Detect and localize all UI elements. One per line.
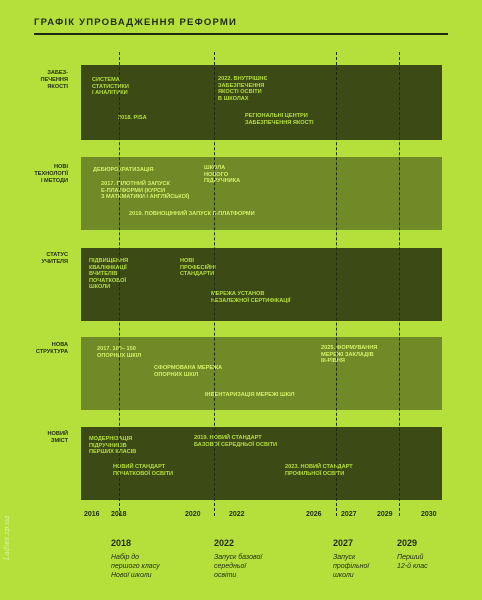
item-school-network-inventory: ІНВЕНТАРИЗАЦІЯ МЕРЕЖІ ШКІЛ <box>205 392 295 398</box>
axis-year-2016: 2016 <box>84 511 100 518</box>
gridline-2027 <box>336 52 337 516</box>
gridline-2022 <box>214 52 215 516</box>
item-statistics-analytics: СИСТЕМА СТАТИСТИКИ І АНАЛІТИКИ <box>92 77 129 97</box>
row-label-technologies: НОВІ ТЕХНОЛОГІЇ І МЕТОДИ <box>34 164 68 184</box>
item-basic-secondary-standard-2019: 2019. НОВИЙ СТАНДАРТ БАЗОВОЇ СЕРЕДНЬОЇ ОС… <box>194 435 278 448</box>
milestone-year-2027: 2027 <box>333 538 354 548</box>
item-textbook-modernization: МОДЕРНІЗАЦІЯ ПІДРУЧНИКІВ ПЕРШИХ КЛАСІВ <box>89 436 137 456</box>
watermark-text: Ladies.zp.ua <box>3 515 11 561</box>
item-e-platform-pilot-2017: 2017. ПІЛОТНИЙ ЗАПУСК Е-ПЛАТФОРМИ (КУРСИ З… <box>101 181 190 201</box>
band-teacher-status: ПІДВИЩЕННЯ КВАЛІФІКАЦІЇ ВЧИТЕЛІВ ПОЧАТКОВОЇ… <box>81 248 442 321</box>
item-debureaucratization: ДЕБЮРОКРАТИЗАЦІЯ <box>93 167 154 173</box>
axis-year-2026: 2026 <box>306 511 322 518</box>
gridline-2018 <box>119 52 120 516</box>
milestone-caption-2029: Перший 12-й клас <box>397 554 428 570</box>
title-divider <box>34 33 448 35</box>
row-label-structure: НОВА СТРУКТУРА <box>35 342 68 355</box>
item-teacher-qualification: ПІДВИЩЕННЯ КВАЛІФІКАЦІЇ ВЧИТЕЛІВ ПОЧАТКОВОЇ… <box>89 258 129 291</box>
item-regional-quality-centers: РЕГІОНАЛЬНІ ЦЕНТРИ ЗАБЕЗПЕЧЕННЯ ЯКОСТІ <box>245 113 314 126</box>
axis-year-2030: 2030 <box>421 511 437 518</box>
row-label-content: НОВИЙ ЗМІСТ <box>47 431 68 444</box>
axis-year-2027: 2027 <box>341 511 357 518</box>
item-certification-network: МЕРЕЖА УСТАНОВ НЕЗАЛЕЖНОЇ СЕРТИФІКАЦІЇ <box>211 291 291 304</box>
gridline-2029 <box>399 52 400 516</box>
axis-year-2020: 2020 <box>185 511 201 518</box>
item-new-textbook-school: ШКОЛА НОВОГО ПІДРУЧНИКА <box>204 165 241 185</box>
item-professional-standards: НОВІ ПРОФЕСІЙНІ СТАНДАРТИ <box>180 258 216 278</box>
item-pisa-2018: 2018. PISA <box>118 115 147 121</box>
milestone-caption-2018: Набір до першого класу Нової школи <box>111 554 160 579</box>
milestone-year-2018: 2018 <box>111 538 132 548</box>
axis-year-2029: 2029 <box>377 511 393 518</box>
row-label-teacher-status: СТАТУС УЧИТЕЛЯ <box>41 252 68 265</box>
item-internal-quality-2022: 2022. ВНУТРІШНЄ ЗАБЕЗПЕЧЕННЯ ЯКОСТІ ОСВІТИ… <box>218 76 268 102</box>
watermark: Ladies.zp.ua <box>2 482 12 594</box>
axis-year-2018: 2018 <box>111 511 127 518</box>
item-primary-education-standard: НОВИЙ СТАНДАРТ ПОЧАТКОВОЇ ОСВІТИ <box>113 464 174 477</box>
item-profile-education-standard-2023: 2023. НОВИЙ СТАНДАРТ ПРОФІЛЬНОЇ ОСВІТИ <box>285 464 353 477</box>
axis-year-2022: 2022 <box>229 511 245 518</box>
band-technologies: ДЕБЮРОКРАТИЗАЦІЯ ШКОЛА НОВОГО ПІДРУЧНИКА 2… <box>81 157 442 230</box>
milestone-year-2022: 2022 <box>214 538 235 548</box>
milestone-year-2029: 2029 <box>397 538 418 548</box>
milestone-caption-2022: Запуск базової середньої освіти <box>214 554 262 579</box>
milestone-caption-2027: Запуск профільної школи <box>333 554 369 579</box>
band-content: МОДЕРНІЗАЦІЯ ПІДРУЧНИКІВ ПЕРШИХ КЛАСІВ 201… <box>81 427 442 500</box>
band-structure: 2017. 100– 150 ОПОРНИХ ШКІЛ 2025. ФОРМУВА… <box>81 337 442 410</box>
item-level3-network-2025: 2025. ФОРМУВАННЯ МЕРЕЖІ ЗАКЛАДІВ III-РІВНЯ <box>321 345 378 365</box>
item-hub-school-network: СФОРМОВАНА МЕРЕЖА ОПОРНИХ ШКІЛ <box>154 365 223 378</box>
item-e-platform-launch-2019: 2019. ПОВНОЦІННИЙ ЗАПУСК Е-ПЛАТФОРМИ <box>129 211 255 217</box>
row-label-quality: ЗАБЕЗ- ПЕЧЕННЯ ЯКОСТІ <box>40 70 68 90</box>
band-quality: СИСТЕМА СТАТИСТИКИ І АНАЛІТИКИ 2022. ВНУТР… <box>81 65 442 140</box>
page-title: ГРАФІК УПРОВАДЖЕННЯ РЕФОРМИ <box>34 17 238 28</box>
